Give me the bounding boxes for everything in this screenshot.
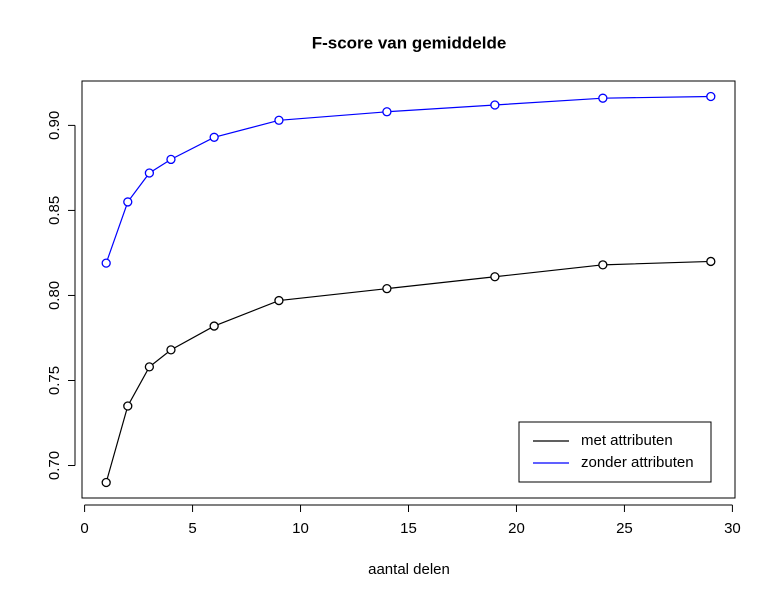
point xyxy=(209,132,219,142)
point xyxy=(166,345,176,355)
y-tick-label: 0.90 xyxy=(46,111,63,140)
x-tick-label: 10 xyxy=(292,520,309,537)
point xyxy=(382,283,392,294)
point xyxy=(166,154,176,165)
point xyxy=(706,91,716,102)
point xyxy=(209,321,219,331)
point xyxy=(598,260,608,270)
point xyxy=(123,401,133,411)
point xyxy=(274,115,284,125)
x-tick-label: 15 xyxy=(400,520,417,537)
point xyxy=(598,93,608,103)
y-tick-label: 0.75 xyxy=(46,366,63,395)
x-tick-label: 0 xyxy=(80,520,88,537)
x-tick-label: 20 xyxy=(508,520,525,537)
legend-label: met attributen xyxy=(581,432,673,449)
x-axis-label: aantal delen xyxy=(368,561,450,578)
legend-box xyxy=(518,421,712,483)
plot-frame xyxy=(81,80,736,499)
point xyxy=(274,295,284,306)
series-line xyxy=(105,260,711,483)
point xyxy=(123,197,133,207)
y-tick-label: 0.80 xyxy=(46,281,63,310)
legend-label: zonder attributen xyxy=(581,454,694,471)
point xyxy=(706,256,716,267)
x-tick-label: 5 xyxy=(188,520,196,537)
y-tick-label: 0.85 xyxy=(46,196,63,225)
series-line xyxy=(105,95,711,264)
point xyxy=(101,258,111,268)
point xyxy=(382,107,392,117)
point xyxy=(490,272,500,282)
point xyxy=(144,168,155,178)
x-tick-label: 30 xyxy=(724,520,741,537)
point xyxy=(101,477,111,488)
point xyxy=(490,100,500,110)
x-tick-label: 25 xyxy=(616,520,633,537)
chart-title: F-score van gemiddelde xyxy=(312,33,507,52)
y-tick-label: 0.70 xyxy=(46,451,63,480)
point xyxy=(144,362,155,372)
